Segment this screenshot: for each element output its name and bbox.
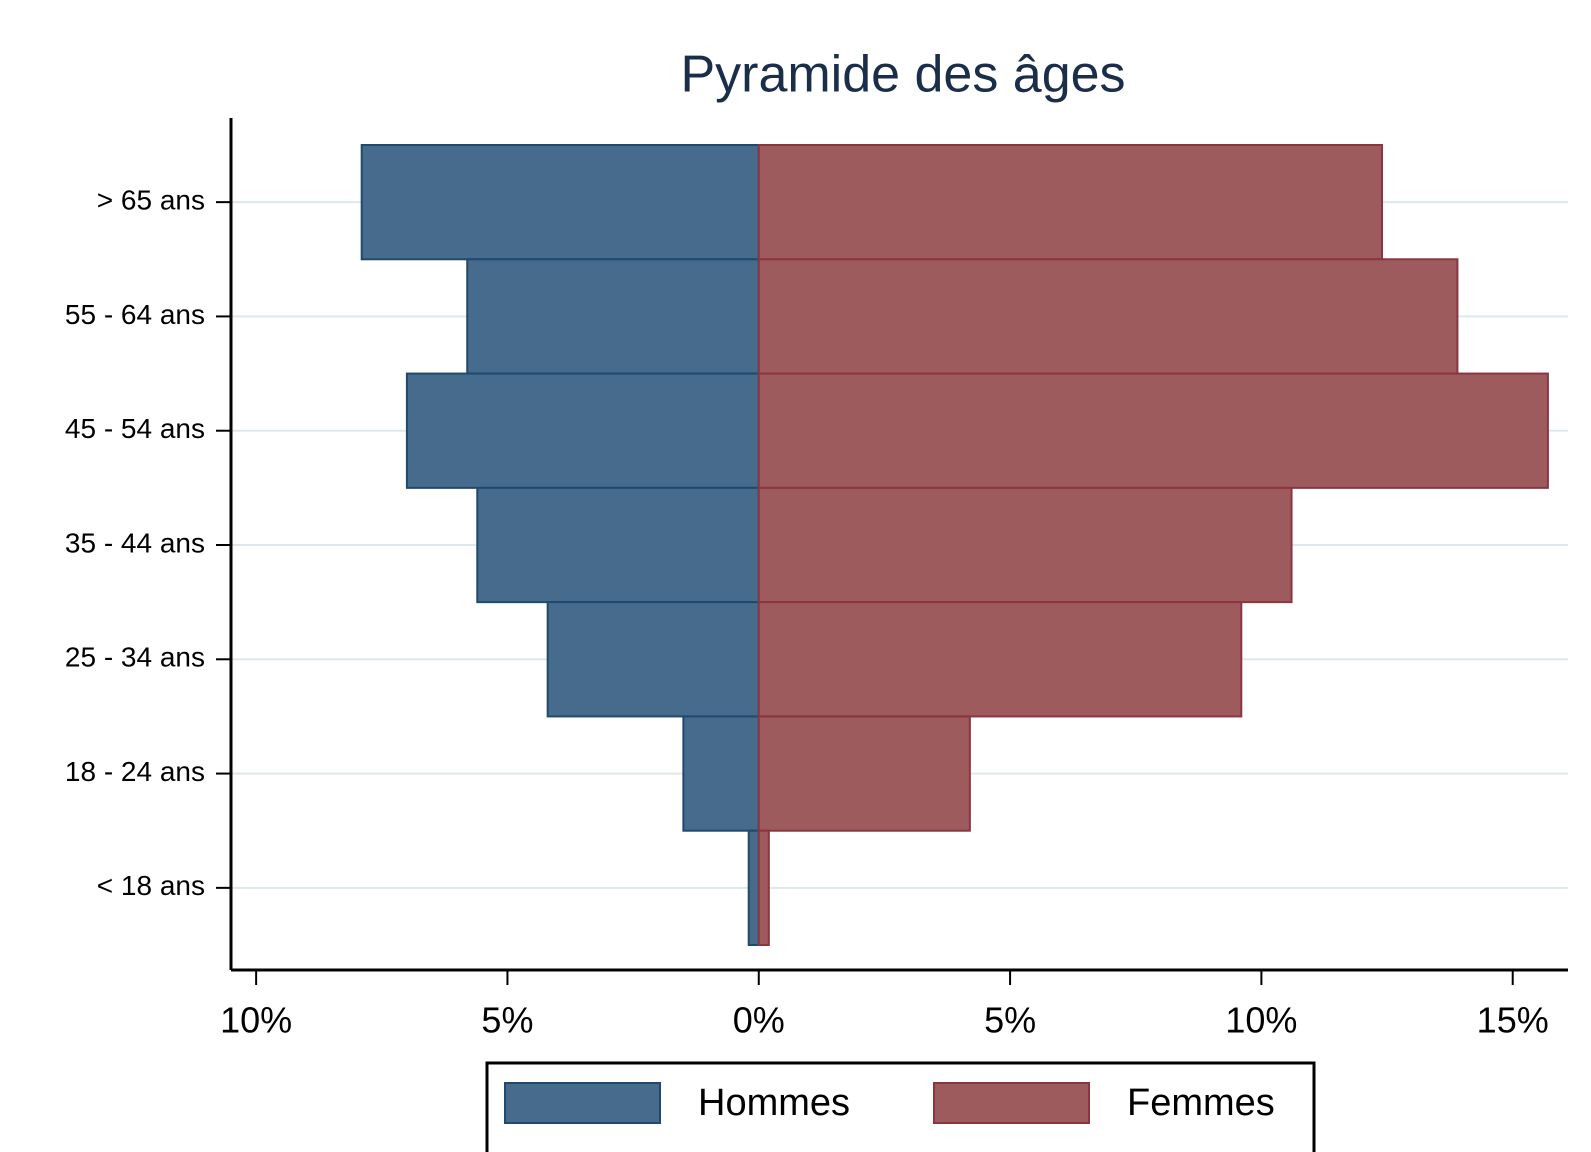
legend-swatch: [504, 1082, 661, 1124]
x-tick-label: 0%: [733, 1000, 785, 1041]
bar: [360, 144, 760, 261]
bar: [757, 258, 1459, 375]
bar: [466, 258, 760, 375]
y-tick-label: 55 - 64 ans: [65, 299, 205, 330]
bar: [757, 715, 971, 832]
y-tick-label: < 18 ans: [97, 870, 205, 901]
bar: [546, 601, 760, 718]
y-tick-label: 25 - 34 ans: [65, 642, 205, 673]
legend-swatch: [933, 1082, 1090, 1124]
bar: [757, 829, 770, 947]
bar: [757, 601, 1243, 718]
bar: [682, 715, 760, 832]
legend-label: Femmes: [1127, 1082, 1275, 1124]
bar: [757, 372, 1549, 489]
bar: [476, 486, 760, 604]
x-tick-label: 15%: [1477, 1000, 1549, 1041]
bar: [747, 829, 760, 947]
chart-title: Pyramide des âges: [680, 46, 1125, 104]
x-tick-label: 5%: [481, 1000, 533, 1041]
bar: [757, 486, 1293, 604]
y-tick-label: 45 - 54 ans: [65, 413, 205, 444]
x-tick-label: 10%: [220, 1000, 292, 1041]
x-tick-label: 10%: [1225, 1000, 1297, 1041]
y-tick-label: 35 - 44 ans: [65, 527, 205, 558]
x-tick-label: 5%: [984, 1000, 1036, 1041]
legend-label: Hommes: [698, 1082, 850, 1124]
bar: [405, 372, 760, 489]
bar: [757, 144, 1384, 261]
y-tick-label: 18 - 24 ans: [65, 756, 205, 787]
y-tick-label: > 65 ans: [97, 185, 205, 216]
